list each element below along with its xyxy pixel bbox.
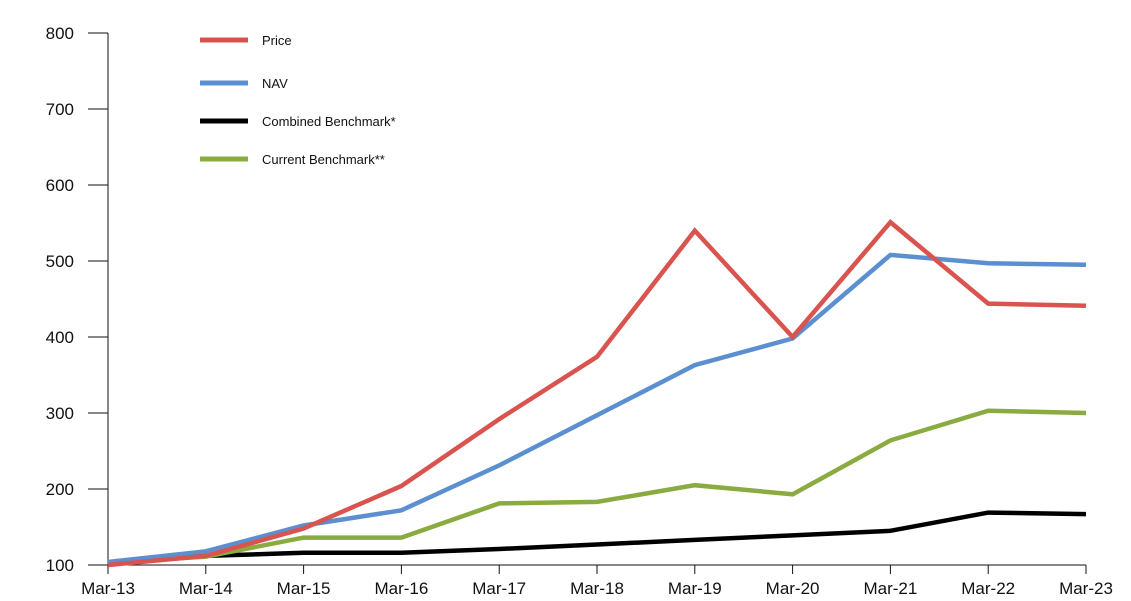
x-tick-label: Mar-15 — [277, 579, 331, 598]
series-line-nav — [107, 252, 1087, 565]
series-layer — [107, 219, 1087, 568]
legend: Price NAV Combined Benchmark* Current Bench… — [200, 33, 396, 167]
y-tick-label: 100 — [46, 556, 74, 575]
x-tick-label: Mar-23 — [1059, 579, 1113, 598]
legend-label-price: Price — [262, 33, 292, 48]
y-tick-label: 500 — [46, 252, 74, 271]
legend-label-nav: NAV — [262, 76, 288, 91]
y-tick-label: 700 — [46, 100, 74, 119]
series-line-current-benchmark — [107, 408, 1087, 565]
x-tick-label: Mar-18 — [570, 579, 624, 598]
x-tick-label: Mar-17 — [472, 579, 526, 598]
series-line-price — [107, 219, 1087, 568]
legend-label-current-benchmark: Current Benchmark** — [262, 152, 385, 167]
y-tick-label: 800 — [46, 24, 74, 43]
y-tick-label: 300 — [46, 404, 74, 423]
axes: 100 200 300 400 500 600 700 800 Mar-13 Mar-14 Mar-… — [46, 24, 1113, 598]
x-tick-label: Mar-16 — [374, 579, 428, 598]
x-tick-label: Mar-21 — [863, 579, 917, 598]
y-tick-label: 200 — [46, 480, 74, 499]
x-tick-label: Mar-20 — [766, 579, 820, 598]
y-tick-label: 400 — [46, 328, 74, 347]
y-tick-label: 600 — [46, 176, 74, 195]
series-line-combined-benchmark — [107, 510, 1087, 565]
legend-label-combined-benchmark: Combined Benchmark* — [262, 114, 396, 129]
x-tick-label: Mar-14 — [179, 579, 233, 598]
x-tick-label: Mar-13 — [81, 579, 135, 598]
x-tick-label: Mar-19 — [668, 579, 722, 598]
x-tick-label: Mar-22 — [961, 579, 1015, 598]
